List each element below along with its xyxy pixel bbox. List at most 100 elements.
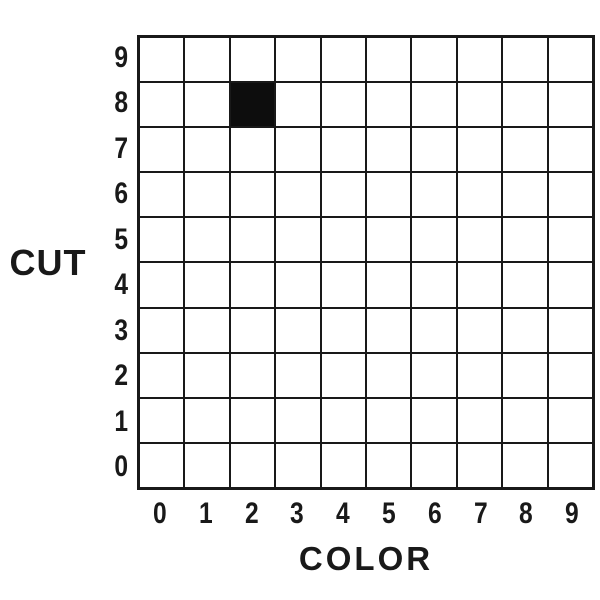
grid-cell	[139, 37, 185, 83]
grid-cell	[502, 37, 548, 83]
grid-cell	[184, 397, 230, 443]
grid-cell	[547, 217, 593, 263]
grid-cell	[547, 37, 593, 83]
y-tick-label: 9	[114, 40, 128, 74]
plot-grid	[137, 35, 595, 490]
grid-cell	[411, 397, 457, 443]
grid-cell	[502, 217, 548, 263]
grid-cell	[184, 307, 230, 353]
x-axis-title: COLOR	[298, 540, 434, 577]
grid-cell	[411, 262, 457, 308]
grid-cell	[275, 352, 321, 398]
grid-cell	[320, 127, 366, 173]
grid-cell	[366, 307, 412, 353]
grid-cell	[411, 442, 457, 488]
x-tick-label: 4	[336, 497, 350, 530]
grid-cell	[366, 217, 412, 263]
grid-cell	[229, 397, 276, 443]
grid-cell	[366, 262, 412, 308]
grid-cell	[366, 172, 412, 218]
filled-cell	[229, 82, 276, 128]
grid-cell	[547, 127, 593, 173]
grid-cell	[411, 352, 457, 398]
x-tick-label: 2	[244, 497, 259, 530]
grid-cell	[184, 442, 230, 488]
grid-cell	[547, 307, 593, 353]
grid-cell	[456, 307, 503, 353]
grid-cell	[275, 442, 321, 488]
grid-cell	[320, 262, 366, 308]
grid-cell	[502, 262, 548, 308]
grid-cell	[275, 37, 321, 83]
grid-cell	[320, 37, 366, 83]
y-tick-label: 6	[114, 177, 128, 211]
grid-cell	[502, 397, 548, 443]
grid-cell	[139, 217, 185, 263]
grid-cell	[184, 82, 230, 128]
grid-cell	[320, 82, 366, 128]
grid-cell	[275, 127, 321, 173]
grid-cell	[502, 82, 548, 128]
grid-cell	[366, 397, 412, 443]
grid-cell	[502, 352, 548, 398]
grid-cell	[320, 172, 366, 218]
grid-cell	[547, 352, 593, 398]
grid-cell	[229, 37, 276, 83]
grid-cell	[184, 172, 230, 218]
grid-cell	[184, 127, 230, 173]
grid-cell	[139, 307, 185, 353]
grid-cell	[184, 262, 230, 308]
grid-cell	[456, 37, 503, 83]
grid-cell	[320, 307, 366, 353]
grid-cell	[456, 82, 503, 128]
grid-cell	[411, 217, 457, 263]
grid-cell	[229, 172, 276, 218]
y-axis-ticks: 9 8 7 6 5 4 3 2 1 0	[88, 35, 128, 490]
grid-cell	[547, 262, 593, 308]
grid-cell	[139, 262, 185, 308]
y-tick-label: 0	[114, 450, 128, 484]
grid-cell	[456, 262, 503, 308]
y-tick-label: 7	[114, 131, 128, 165]
grid-cell	[229, 352, 276, 398]
grid-cell	[411, 37, 457, 83]
grid-cell	[320, 352, 366, 398]
grid-cell	[547, 82, 593, 128]
grid-cell	[456, 442, 503, 488]
grid-cell	[139, 442, 185, 488]
y-tick-label: 1	[114, 404, 128, 438]
grid-cell	[502, 127, 548, 173]
grid-cell	[229, 217, 276, 263]
grid-cell	[547, 442, 593, 488]
grid-cell	[320, 397, 366, 443]
grid-cell	[320, 442, 366, 488]
grid-cell	[366, 352, 412, 398]
grid-cell	[411, 82, 457, 128]
grid-cell	[139, 82, 185, 128]
grid-cell	[502, 307, 548, 353]
grid-cell	[456, 217, 503, 263]
grid-cell	[275, 262, 321, 308]
x-tick-label: 1	[198, 497, 213, 530]
y-tick-label: 5	[114, 222, 128, 256]
x-tick-label: 0	[153, 497, 167, 530]
grid-cell	[411, 307, 457, 353]
grid-cell	[275, 82, 321, 128]
x-tick-label: 8	[519, 497, 534, 530]
y-axis-title: CUT	[9, 242, 87, 283]
grid-cell	[139, 352, 185, 398]
grid-cell	[366, 82, 412, 128]
grid-cell	[229, 442, 276, 488]
grid-cell	[366, 127, 412, 173]
x-tick-label: 3	[290, 497, 305, 530]
grid-cell	[184, 352, 230, 398]
grid-cell	[366, 37, 412, 83]
grid-cell	[139, 397, 185, 443]
grid-cell	[456, 127, 503, 173]
grid-cell	[456, 397, 503, 443]
grid-cell	[366, 442, 412, 488]
grid-cell	[502, 442, 548, 488]
grid-cell	[275, 397, 321, 443]
grid-cell	[139, 172, 185, 218]
